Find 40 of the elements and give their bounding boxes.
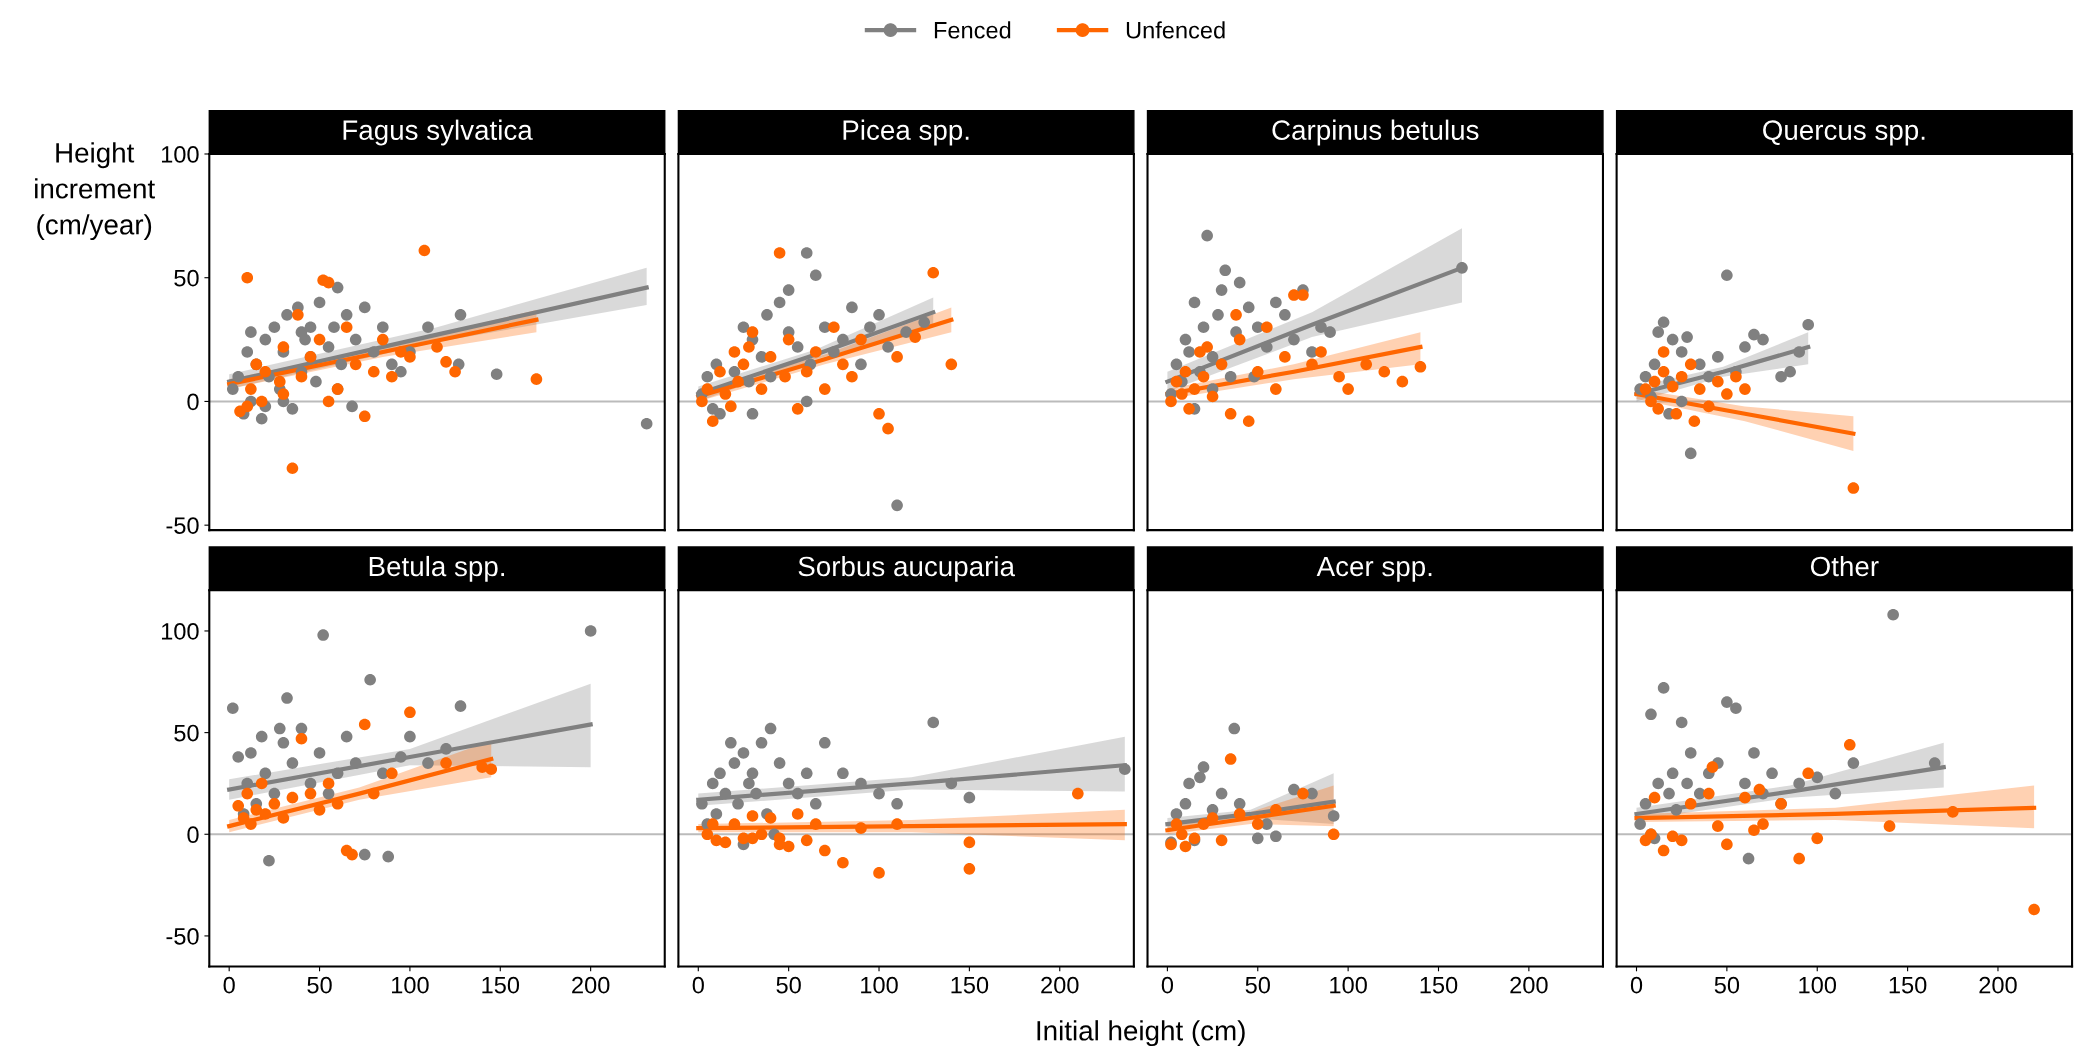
x-tick-label: 150 [1420,976,1458,994]
x-tick-label: 200 [572,976,610,994]
y-tick-label: -50 [166,517,199,534]
y-tick-label: 50 [174,724,199,742]
x-tick-label: 0 [1630,976,1643,994]
chart-title: Carpinus betulus [1272,119,1479,146]
y-tick-label: 0 [187,393,199,411]
x-tick-label: 150 [951,976,989,994]
x-tick-label: 100 [392,976,429,994]
x-tick-label: 150 [1889,976,1927,994]
x-tick-label: 200 [1041,976,1079,994]
y-tick-label: 100 [161,623,199,640]
x-tick-label: 50 [307,976,332,994]
x-tick-label: 0 [1161,976,1174,994]
x-tick-label: 100 [1799,976,1837,994]
chart-title: Betula spp. [369,555,504,582]
legend-label: Unfenced [1126,21,1225,39]
chart-title: Quercus spp. [1763,120,1925,146]
x-tick-label: 200 [1979,976,2017,994]
chart-title: Fagus sylvatica [343,119,533,146]
y-tick-label: 100 [161,146,199,163]
chart-title: Sorbus aucuparia [798,555,1015,582]
y-tick-label: 0 [187,826,199,844]
x-tick-label: 200 [1510,976,1548,994]
x-tick-label: 150 [482,976,520,994]
x-tick-label: 0 [223,976,235,994]
y-tick-label: -50 [166,927,199,945]
chart-title: Picea spp. [843,119,969,146]
x-tick-label: 50 [1714,976,1740,994]
x-tick-label: 50 [1245,976,1270,994]
chart-title: Other [1810,555,1879,577]
chart-title: Acer spp. [1316,556,1432,582]
y-axis-title: Height increment (cm/year) [35,142,155,241]
x-axis-title: Initial height (cm) [1037,1020,1245,1047]
x-tick-label: 50 [776,976,801,994]
y-tick-label: 50 [174,269,199,287]
x-tick-label: 0 [692,976,704,994]
x-tick-label: 100 [861,976,898,994]
x-tick-label: 100 [1330,976,1367,994]
legend-label: Fenced [934,21,1011,39]
